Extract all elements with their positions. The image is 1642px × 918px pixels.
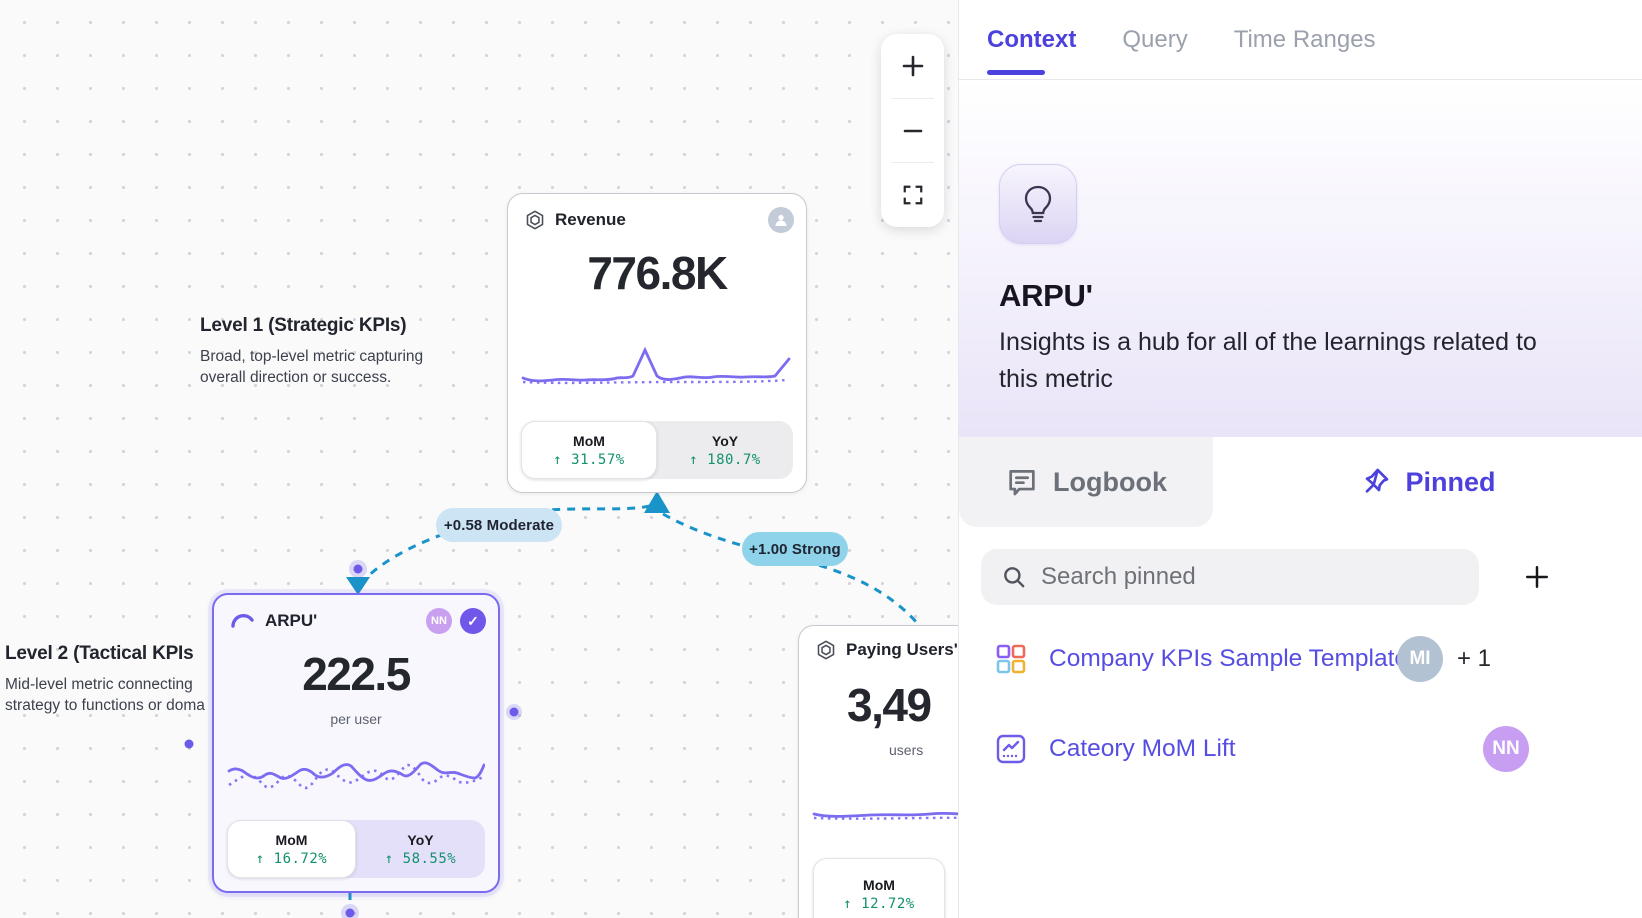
level1-line2: overall direction or success. [200, 369, 392, 386]
handle-dot-arpu-bottom[interactable] [345, 908, 355, 918]
metric-hero: ARPU' Insights is a hub for all of the l… [959, 80, 1642, 437]
chart-lift-icon [995, 733, 1027, 765]
yoy-value: ↑ 180.7% [689, 451, 761, 468]
pinned-item-template[interactable]: Company KPIs Sample Template MI + 1 [995, 631, 1642, 687]
hexagon-metric-icon [524, 209, 546, 231]
logbook-comment-icon [1009, 470, 1035, 496]
mom-value: ↑ 16.72% [255, 850, 328, 867]
panel-tabbar: Context Query Time Ranges [959, 0, 1642, 80]
search-placeholder: Search pinned [1041, 563, 1196, 590]
sparkline-chart [812, 811, 958, 820]
metric-name-heading: ARPU' [999, 278, 1093, 313]
canvas-zoom-controls [881, 34, 944, 227]
metric-tree-canvas[interactable]: +0.58 Moderate +1.00 Strong Level 1 (Str… [0, 0, 958, 918]
yoy-stat[interactable]: YoY ↑ 58.55% [356, 820, 485, 878]
sparkline-chart [227, 761, 485, 790]
yoy-value: ↑ 58.55% [384, 850, 457, 867]
extra-collaborators-count: + 1 [1457, 645, 1492, 672]
pinned-label: Pinned [1405, 466, 1496, 497]
handle-dot-arpu-left[interactable] [184, 739, 194, 749]
plus-icon [902, 55, 923, 77]
pinned-item-chart[interactable]: Cateory MoM Lift NN [995, 721, 1642, 777]
zoom-in-button[interactable] [881, 34, 944, 98]
metric-node-paying-users[interactable]: Paying Users' 3,49 users MoM ↑ 12.72% [798, 625, 958, 918]
mom-value: ↑ 12.72% [843, 895, 915, 912]
level2-line1: Mid-level metric connecting [5, 676, 193, 693]
owner-avatar-icon [768, 207, 794, 233]
mom-stat[interactable]: MoM ↑ 16.72% [227, 820, 356, 878]
hexagon-metric-icon [815, 639, 837, 661]
handle-dot-arpu-top[interactable] [353, 564, 363, 574]
yoy-label: YoY [407, 831, 434, 848]
level1-annotation: Level 1 (Strategic KPIs) Broad, top-leve… [200, 315, 423, 388]
mom-label: MoM [275, 831, 308, 848]
pinned-item-label[interactable]: Cateory MoM Lift [1049, 735, 1236, 762]
correlation-label-strong[interactable]: +1.00 Strong [742, 532, 848, 566]
arrowhead-into-revenue [644, 491, 670, 513]
mom-stat[interactable]: MoM ↑ 31.57% [521, 421, 657, 479]
edge-revenue-paying-users [662, 512, 920, 625]
metric-description: Insights is a hub for all of the learnin… [999, 328, 1537, 393]
lightbulb-icon [1024, 185, 1052, 223]
logbook-label: Logbook [1053, 466, 1167, 497]
divider [891, 97, 934, 99]
divider [891, 162, 934, 164]
level2-line2: strategy to functions or doma [5, 697, 205, 714]
metric-node-revenue[interactable]: Revenue 776.8K MoM ↑ 31.57% YoY ↑ 180.7% [507, 193, 807, 493]
metric-node-arpu[interactable]: ARPU' NN ✓ 222.5 per user MoM ↑ 16.72% Y… [212, 593, 500, 893]
add-pinned-button[interactable] [1515, 555, 1559, 599]
period-stats: MoM ↑ 16.72% YoY ↑ 58.55% [227, 820, 485, 878]
metric-unit: users [889, 742, 924, 758]
subtab-pinned[interactable]: Pinned [1213, 437, 1642, 527]
arrowhead-into-arpu [346, 577, 370, 595]
metric-unit: per user [330, 711, 382, 727]
subtab-logbook[interactable]: Logbook [959, 437, 1213, 527]
panel-subtabs: Logbook Pinned [959, 437, 1642, 527]
tab-context[interactable]: Context [987, 25, 1077, 53]
collaborator-avatar: NN [426, 608, 452, 634]
mom-label: MoM [573, 432, 605, 449]
fit-view-icon [903, 185, 922, 205]
metric-title: Revenue [555, 210, 626, 229]
verified-badge-icon: ✓ [460, 608, 486, 634]
level2-title: Level 2 (Tactical KPIs [5, 643, 194, 664]
arc-metric-icon [230, 611, 256, 631]
tab-time-ranges[interactable]: Time Ranges [1233, 25, 1376, 53]
search-icon [1004, 567, 1025, 588]
metric-value: 222.5 [302, 648, 411, 700]
metric-title: ARPU' [265, 611, 318, 630]
plus-icon [1526, 566, 1548, 588]
active-tab-indicator [987, 70, 1045, 75]
mom-stat[interactable]: MoM ↑ 12.72% [813, 858, 945, 918]
minus-icon [903, 129, 922, 132]
template-grid-icon [995, 643, 1027, 675]
pinned-search-row: Search pinned [981, 549, 1642, 605]
zoom-out-button[interactable] [881, 99, 944, 163]
yoy-stat[interactable]: YoY ↑ 180.7% [657, 421, 793, 479]
yoy-label: YoY [711, 432, 739, 449]
mom-label: MoM [863, 876, 895, 893]
avatar: MI [1397, 636, 1443, 682]
fit-view-button[interactable] [881, 163, 944, 227]
pinned-item-label[interactable]: Company KPIs Sample Template [1049, 645, 1409, 672]
level1-line1: Broad, top-level metric capturing [200, 348, 424, 365]
avatar: NN [1483, 726, 1529, 772]
mom-value: ↑ 31.57% [553, 451, 625, 468]
pinned-list: Company KPIs Sample Template MI + 1 Cate… [959, 631, 1642, 777]
insight-icon-box [999, 164, 1077, 244]
metric-value: 3,49 [847, 679, 932, 731]
level1-title: Level 1 (Strategic KPIs) [200, 315, 407, 336]
context-panel: Context Query Time Ranges ARPU' Insights… [958, 0, 1642, 918]
period-stats: MoM ↑ 31.57% YoY ↑ 180.7% [521, 421, 793, 479]
pin-icon [1366, 468, 1389, 493]
tab-query[interactable]: Query [1122, 25, 1188, 53]
level2-annotation: Level 2 (Tactical KPIs Mid-level metric … [5, 643, 205, 716]
search-pinned-input[interactable]: Search pinned [981, 549, 1479, 605]
metric-title: Paying Users' [846, 640, 958, 659]
handle-dot-arpu-right[interactable] [509, 707, 519, 717]
sparkline-chart [521, 346, 791, 385]
correlation-label-moderate[interactable]: +0.58 Moderate [436, 508, 562, 542]
metric-value: 776.8K [587, 247, 728, 299]
